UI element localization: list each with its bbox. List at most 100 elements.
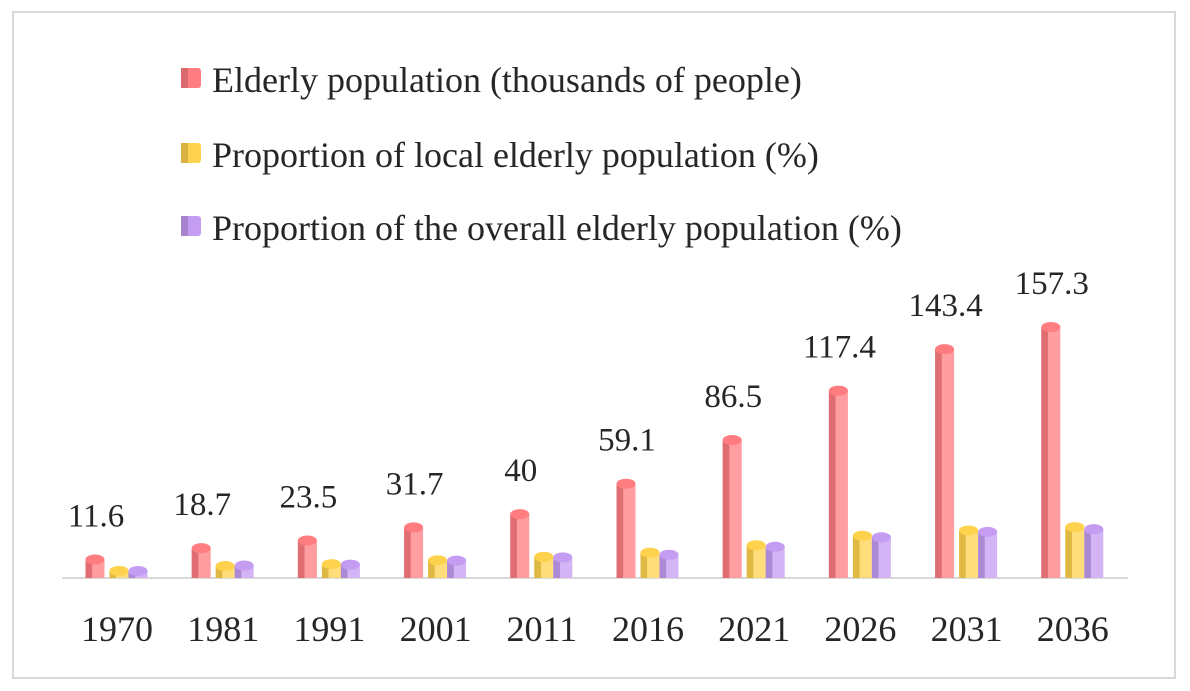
bar-shade	[321, 564, 329, 578]
value-label-1970: 11.6	[68, 498, 125, 534]
bar-1-2031	[935, 344, 955, 578]
bar-2-2036	[1065, 522, 1085, 578]
bar-3-2011	[553, 552, 573, 578]
bar-cap	[510, 509, 530, 520]
value-label-2016: 59.1	[598, 423, 656, 459]
bar-shade	[659, 554, 667, 578]
x-tick-labels: 1970 1981 1991 2001 2011 2016 2021 2026 2031 2036	[81, 609, 1109, 649]
bar-cap	[128, 565, 148, 576]
x-tick-2026: 2026	[824, 609, 896, 649]
bar-1-1970	[85, 554, 105, 578]
value-label-2026: 117.4	[803, 330, 876, 366]
bar-shade	[1065, 527, 1072, 578]
bar-shade	[510, 514, 517, 578]
value-label-2021: 86.5	[704, 379, 762, 415]
bar-shade	[746, 545, 754, 578]
bar-shade	[234, 565, 242, 578]
bar-1-2021	[722, 434, 742, 578]
bar-cap	[1084, 524, 1104, 535]
x-tick-1970: 1970	[81, 609, 153, 649]
bar-2-2016	[640, 547, 660, 578]
bar-1-1981	[191, 543, 211, 578]
bar-cap	[765, 541, 785, 552]
x-tick-2016: 2016	[612, 609, 684, 649]
bar-3-1981	[234, 560, 254, 578]
bar-cap	[553, 552, 573, 563]
x-tick-1991: 1991	[293, 609, 365, 649]
bar-cap	[297, 535, 317, 546]
bars-layer	[85, 322, 1104, 578]
bar-3-2026	[871, 532, 891, 578]
bar-shade	[722, 439, 730, 578]
x-tick-2031: 2031	[931, 609, 1003, 649]
x-tick-2021: 2021	[718, 609, 790, 649]
bar-shade	[1041, 327, 1048, 578]
bar-body	[215, 566, 235, 578]
bar-1-2001	[404, 522, 424, 578]
bar-cap	[428, 555, 448, 566]
bar-cap	[722, 434, 742, 445]
bar-1-2026	[828, 385, 848, 578]
value-label-2011: 40	[504, 453, 537, 489]
x-tick-2001: 2001	[400, 609, 472, 649]
bar-cap	[109, 565, 129, 576]
bar-shade	[428, 560, 435, 578]
bar-1-1991	[297, 535, 317, 578]
bar-3-2031	[978, 526, 998, 578]
bar-shade	[1084, 529, 1091, 578]
bar-shade	[828, 390, 836, 578]
bar-shade	[852, 535, 860, 578]
value-label-2001: 31.7	[386, 466, 444, 502]
bar-shade	[935, 349, 942, 578]
legend-swatch-shade-3	[181, 216, 188, 236]
bar-cap	[852, 530, 872, 541]
legend-swatch-shade-1	[181, 68, 188, 88]
bar-cap	[640, 547, 660, 558]
bar-shade	[616, 483, 624, 578]
bar-shade	[553, 557, 560, 578]
legend-label-3: Proportion of the overall elderly popula…	[212, 208, 902, 248]
bar-2-2001	[428, 555, 448, 578]
bar-1-2036	[1041, 322, 1061, 578]
bar-cap	[215, 561, 235, 572]
legend: Elderly population (thousands of people)…	[181, 60, 902, 248]
bar-cap	[616, 478, 636, 489]
bar-shade	[340, 564, 348, 578]
bar-3-2001	[447, 555, 467, 578]
legend-swatch-shade-2	[181, 143, 188, 163]
bar-cap	[959, 525, 979, 536]
bar-cap	[234, 560, 254, 571]
legend-label-1: Elderly population (thousands of people)	[212, 60, 802, 100]
bar-shade	[640, 552, 648, 578]
value-label-1981: 18.7	[173, 487, 231, 523]
bar-shade	[191, 548, 199, 578]
bar-cap	[746, 540, 766, 551]
value-labels: 11.6 18.7 23.5 31.7 40 59.1 86.5 117.4 143.4 157.…	[68, 266, 1089, 534]
bar-1-2011	[510, 509, 530, 578]
bar-cap	[1065, 522, 1085, 533]
bar-cap	[85, 554, 105, 565]
bar-shade	[404, 527, 411, 578]
bar-cap	[828, 385, 848, 396]
bar-cap	[534, 551, 554, 562]
x-tick-2011: 2011	[506, 609, 577, 649]
legend-label-2: Proportion of local elderly population (…	[212, 135, 819, 175]
bar-2-1981	[215, 561, 235, 578]
bar-shade	[447, 560, 454, 578]
bar-shade	[215, 566, 223, 578]
bar-cap	[871, 532, 891, 543]
x-tick-1981: 1981	[187, 609, 259, 649]
bar-cap	[340, 559, 360, 570]
bar-shade	[959, 530, 966, 578]
bar-1-2016	[616, 478, 636, 578]
x-tick-2036: 2036	[1037, 609, 1109, 649]
bar-3-2016	[659, 549, 679, 578]
bar-cap	[935, 344, 955, 355]
bar-2-2026	[852, 530, 872, 578]
bar-3-1991	[340, 559, 360, 578]
bar-2-1970	[109, 565, 129, 578]
bar-shade	[534, 556, 541, 578]
bar-shade	[85, 559, 93, 578]
bar-shade	[765, 546, 773, 578]
